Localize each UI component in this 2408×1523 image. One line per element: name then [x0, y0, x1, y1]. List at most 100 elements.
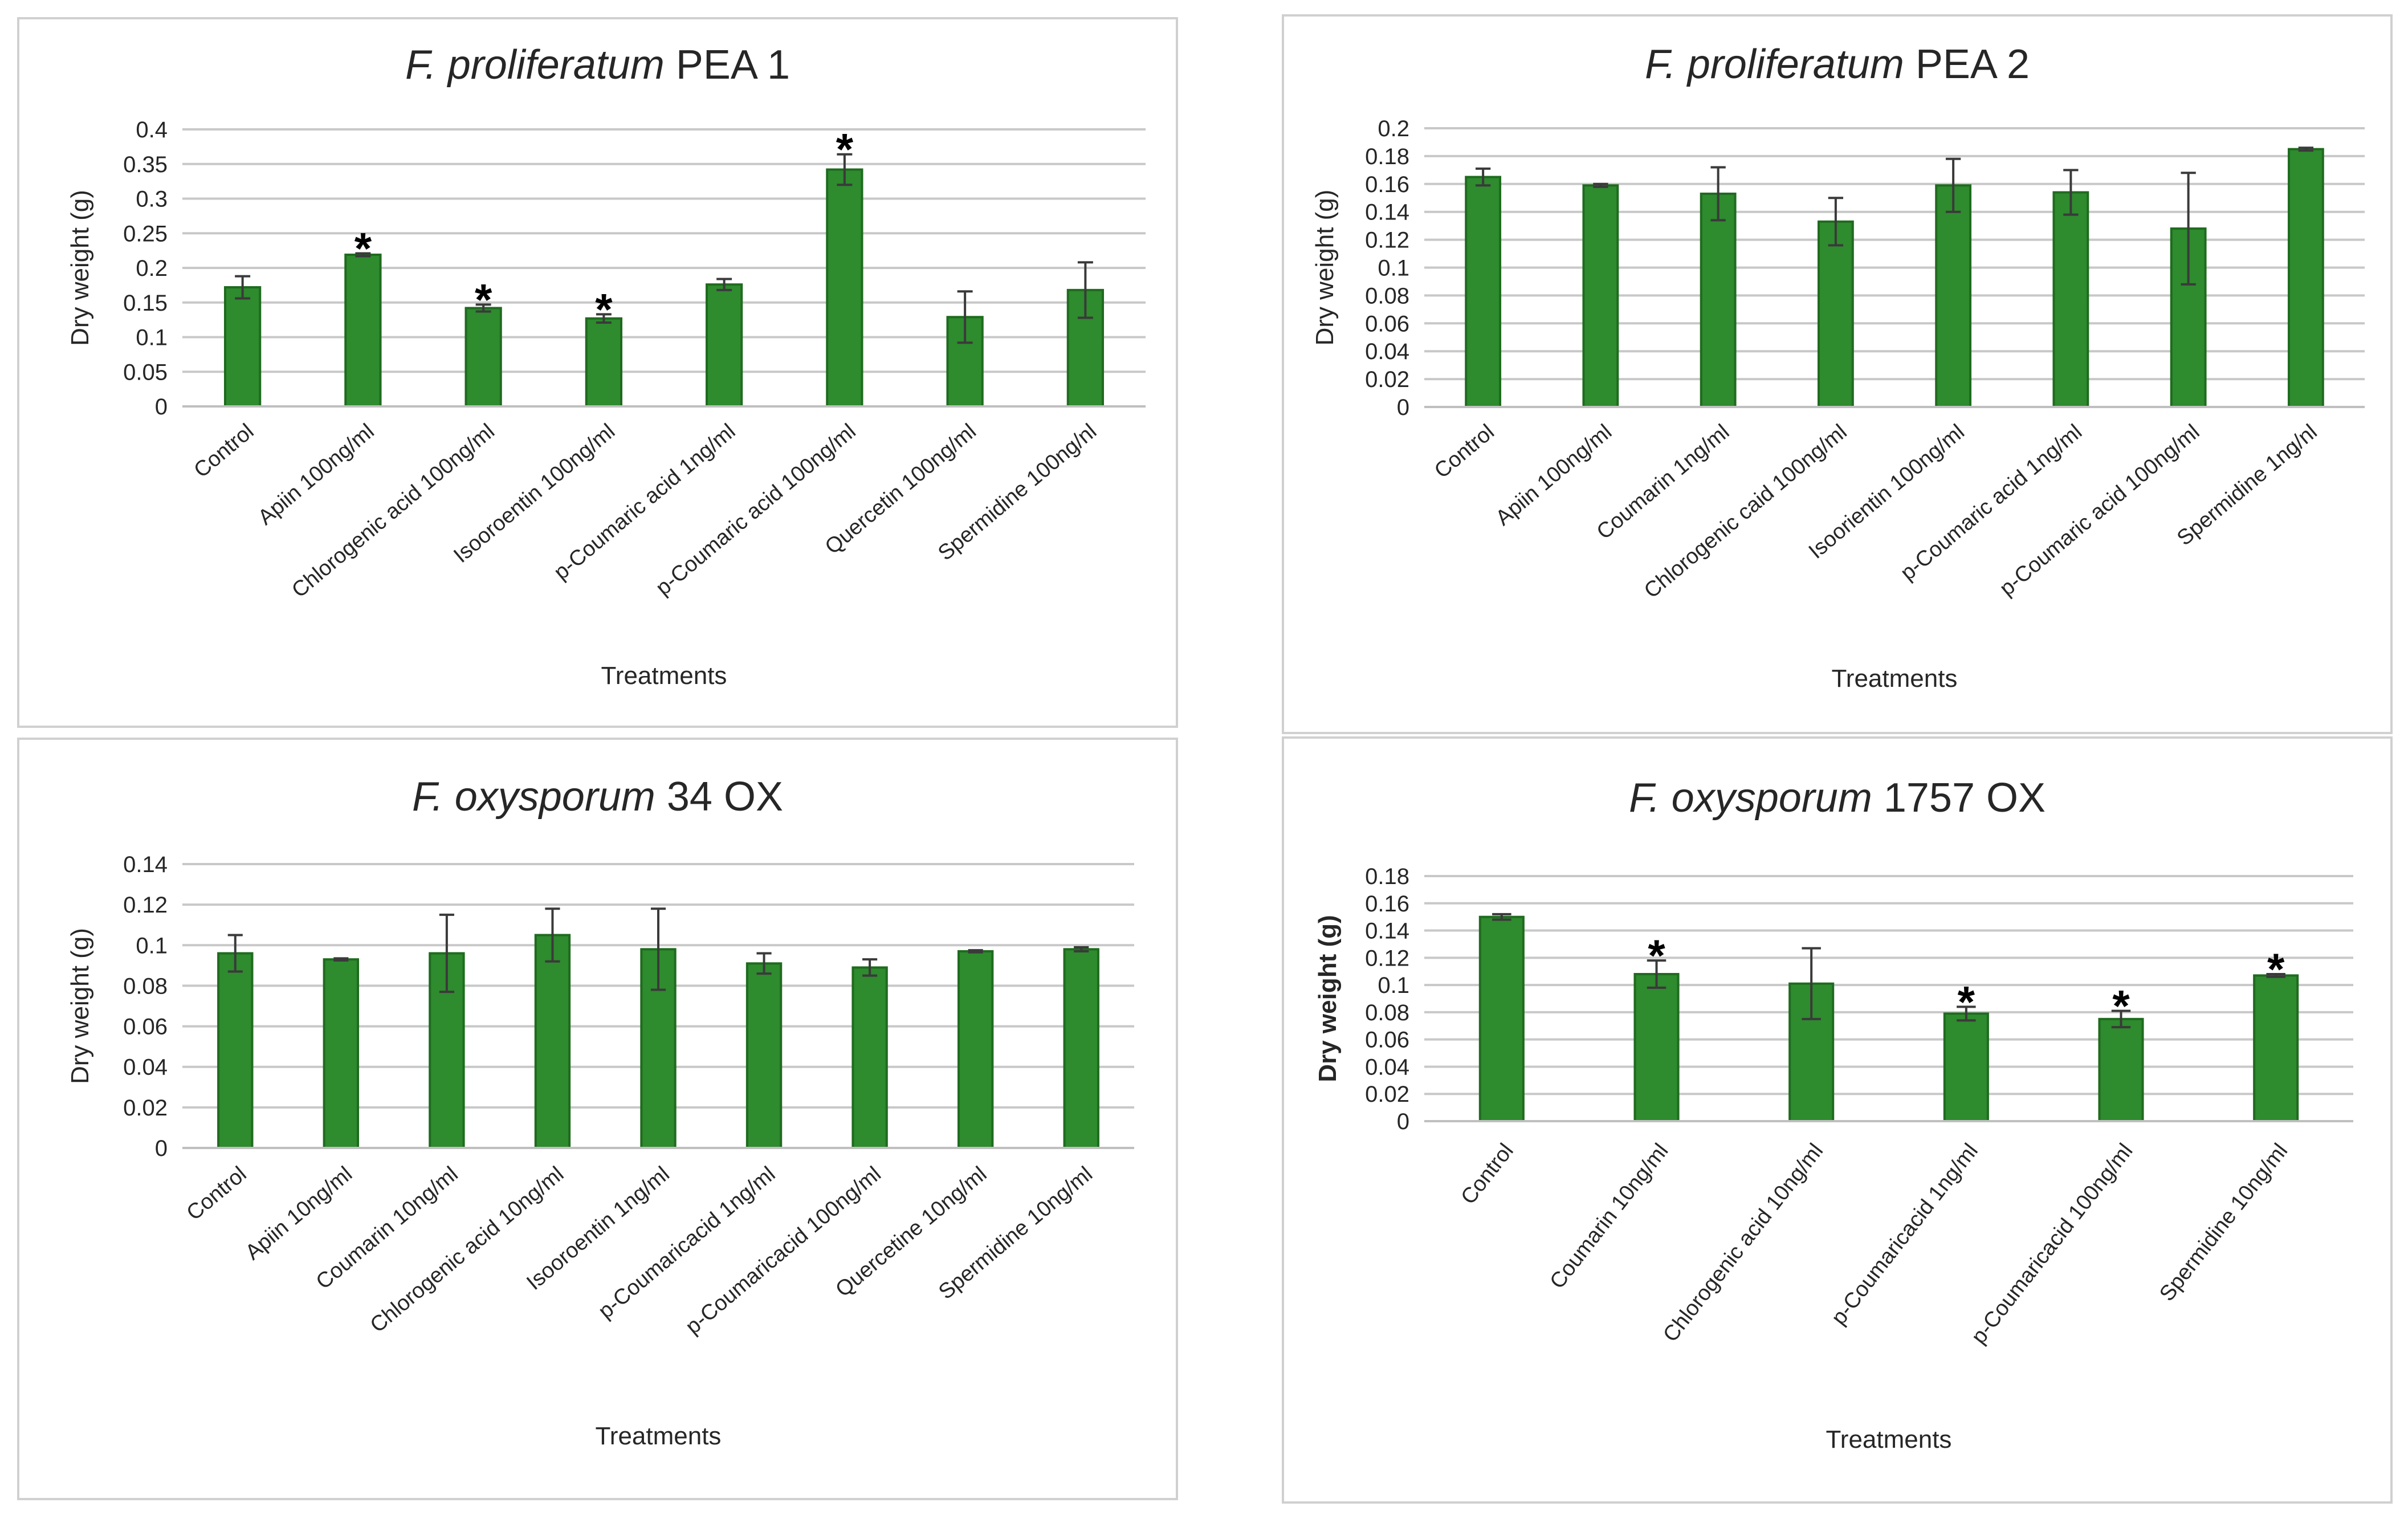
- y-tick-label: 0.04: [1365, 1054, 1409, 1080]
- chart-title-species: F. oxysporum: [1629, 775, 1872, 821]
- gridlines: [1424, 875, 2353, 1122]
- chart-title-strain: 34 OX: [655, 774, 783, 820]
- bar: [1817, 220, 1854, 408]
- chart-title-species: F. proliferatum: [1645, 42, 1904, 87]
- y-tick-label: 0.08: [1365, 283, 1409, 308]
- y-tick-label: 0.1: [1378, 973, 1409, 998]
- x-tick-label: Apiin 10ng/ml: [241, 1162, 357, 1265]
- bar: [826, 168, 863, 408]
- bar-chart: F. oxysporum 1757 OX00.020.040.060.080.1…: [1314, 775, 2353, 1453]
- y-tick-label: 0.08: [1365, 1000, 1409, 1025]
- y-tick-label: 0.2: [136, 256, 168, 281]
- chart-panel-34ox: F. oxysporum 34 OX 0 0.02 0.04 0.06 0.08 0.1 0.…: [17, 738, 1178, 1500]
- chart-title: F. oxysporum 1757 OX: [1629, 775, 2046, 821]
- error-bars: [1475, 146, 2314, 286]
- x-tick-label: Chlorogenic acid 10ng/ml: [366, 1162, 568, 1338]
- chart-title-strain: PEA 2: [1904, 42, 2030, 87]
- bar: [323, 958, 360, 1149]
- y-tick-label: 0.1: [1378, 256, 1409, 281]
- y-tick-label: 0.18: [1365, 144, 1409, 169]
- y-tick-label: 0.16: [1365, 172, 1409, 197]
- significance-asterisk: *: [836, 124, 854, 174]
- y-tick-label: 0.25: [123, 221, 168, 246]
- significance-marks: * * * *: [355, 124, 854, 335]
- chart-title: F. proliferatum PEA 1: [405, 42, 790, 88]
- y-tick-label: 0.04: [123, 1055, 168, 1080]
- bar: [1943, 1012, 1989, 1122]
- chart-title: F. proliferatum PEA 2: [1645, 42, 2030, 87]
- y-tick-label: 0.4: [136, 117, 168, 142]
- chart-panel-pea2: F. proliferatum PEA 2 0 0.02 0.04 0.06 0.08 0.…: [1282, 14, 2393, 734]
- chart-title: F. oxysporum 34 OX: [412, 774, 783, 820]
- y-axis-label: Dry weight (g): [1314, 915, 1342, 1082]
- significance-marks: * * * *: [1648, 930, 2285, 1031]
- x-tick-label: p-Coumaricacid 100ng/ml: [681, 1162, 886, 1339]
- y-tick-label: 0.05: [123, 360, 168, 385]
- bar: [1478, 915, 1525, 1122]
- x-tick-label: Chlorogenic acid 10ng/ml: [1659, 1139, 1828, 1347]
- y-tick-label: 0.06: [1365, 1028, 1409, 1053]
- y-tick-label: 0.12: [1365, 228, 1409, 253]
- bar: [957, 950, 994, 1149]
- y-tick-label: 0.12: [1365, 946, 1409, 971]
- y-tick-labels: 00.020.040.06 0.080.10.120.140.160.18: [1365, 864, 1409, 1134]
- significance-asterisk: *: [1958, 976, 1975, 1027]
- x-tick-label: Control: [182, 1162, 251, 1225]
- y-tick-label: 0.02: [123, 1096, 168, 1121]
- x-tick-label: Chlorogenic acid 100ng/ml: [287, 420, 499, 602]
- y-tick-label: 0.3: [136, 187, 168, 212]
- x-tick-label: p-Coumaricacid 1ng/ml: [594, 1162, 780, 1324]
- bar: [745, 962, 783, 1149]
- significance-asterisk: *: [2112, 981, 2130, 1031]
- bar-chart: F. proliferatum PEA 1 0 0.05 0.1 0.15 0.2 0.25…: [66, 42, 1146, 690]
- y-tick-label: 0: [155, 1136, 168, 1161]
- y-tick-labels: 0 0.05 0.1 0.15 0.2 0.25 0.3 0.35 0.4: [123, 117, 168, 420]
- significance-asterisk: *: [2267, 944, 2285, 994]
- bar: [705, 283, 743, 408]
- significance-asterisk: *: [595, 284, 613, 334]
- significance-asterisk: *: [355, 223, 372, 273]
- significance-asterisk: *: [1648, 930, 1665, 980]
- x-axis-label: Treatments: [601, 662, 727, 690]
- y-tick-label: 0.1: [136, 325, 168, 351]
- x-tick-label: Coumarin 10ng/ml: [1545, 1139, 1673, 1294]
- y-tick-label: 0.16: [1365, 891, 1409, 917]
- bar: [2287, 148, 2324, 409]
- bar: [2253, 974, 2299, 1122]
- y-tick-labels: 0 0.02 0.04 0.06 0.080.1 0.12 0.14 0.16 0.18 0.2: [1365, 116, 1409, 420]
- bar: [217, 952, 254, 1149]
- y-tick-label: 0.18: [1365, 864, 1409, 889]
- bar: [2052, 191, 2089, 408]
- bar: [2098, 1017, 2144, 1123]
- bar: [1582, 184, 1619, 408]
- error-bars: [1492, 913, 2285, 1029]
- y-tick-label: 0: [1397, 1109, 1409, 1134]
- x-tick-label: p-Coumaricacid 100ng/ml: [1967, 1139, 2138, 1349]
- y-tick-label: 0.02: [1365, 367, 1409, 392]
- error-bars: [235, 153, 1093, 344]
- x-tick-label: Control: [1456, 1139, 1518, 1209]
- y-axis-label: Dry weight (g): [66, 190, 94, 346]
- y-axis-label: Dry weight (g): [1311, 190, 1339, 346]
- chart-title-strain: 1757 OX: [1872, 775, 2046, 821]
- y-tick-label: 0.15: [123, 291, 168, 316]
- y-tick-label: 0.14: [123, 852, 168, 877]
- bar: [1935, 184, 1972, 408]
- x-tick-label: Chlorogenic caid 100ng/ml: [1640, 420, 1852, 603]
- y-axis-label: Dry weight (g): [66, 928, 94, 1084]
- bar: [534, 934, 571, 1149]
- y-tick-label: 0.02: [1365, 1082, 1409, 1107]
- significance-asterisk: *: [475, 274, 492, 324]
- bars: [1478, 915, 2299, 1123]
- y-tick-label: 0: [1397, 395, 1409, 420]
- x-tick-label: Control: [1430, 420, 1499, 483]
- x-tick-label: Spermidine 10ng/ml: [2155, 1139, 2292, 1306]
- y-tick-label: 0.14: [1365, 200, 1409, 225]
- bar: [1063, 948, 1099, 1149]
- chart-title-strain: PEA 1: [665, 42, 790, 88]
- y-tick-label: 0.14: [1365, 919, 1409, 944]
- chart-panel-pea1: F. proliferatum PEA 1 0 0.05 0.1 0.15 0.2 0.25…: [17, 17, 1178, 728]
